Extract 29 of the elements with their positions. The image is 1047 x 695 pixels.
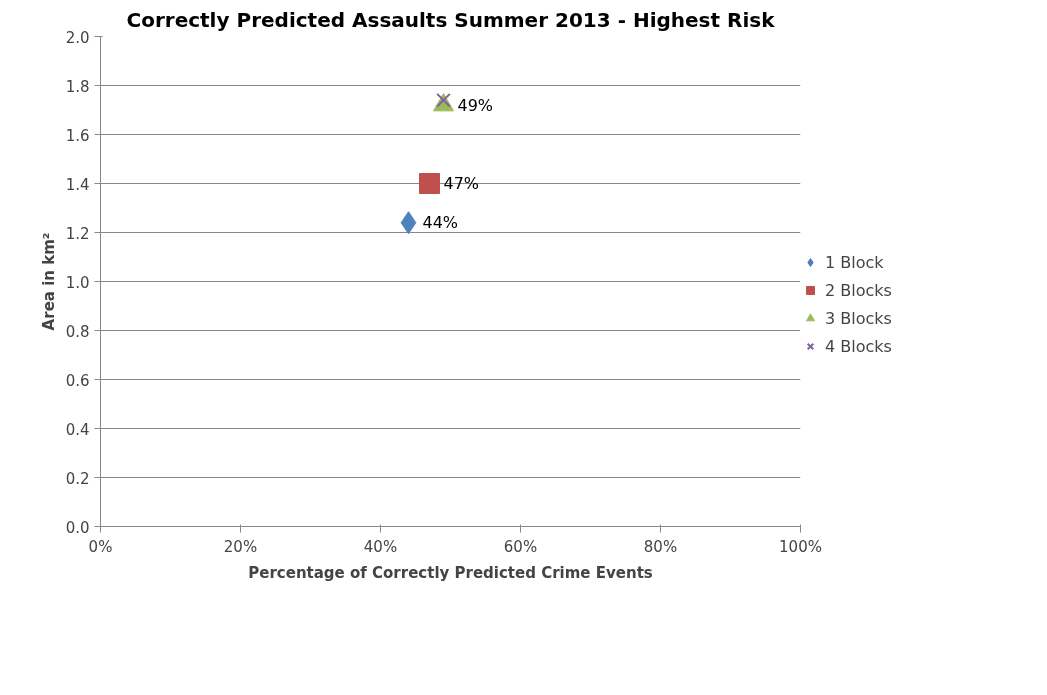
y-tick-label: 1.6 xyxy=(65,126,90,145)
annotation: 44% xyxy=(422,213,459,233)
legend-label: 4 Blocks xyxy=(825,336,892,356)
x-tick-label: 40% xyxy=(363,537,398,556)
x-tick-label: 100% xyxy=(779,537,822,556)
y-tick-label: 0.4 xyxy=(65,420,90,439)
point xyxy=(419,173,440,194)
y-tick-label: 0.6 xyxy=(65,371,90,390)
legend-label: 1 Block xyxy=(825,252,884,272)
x-axis-title: Percentage of Correctly Predicted Crime Events xyxy=(248,563,653,582)
x-tick-label: 20% xyxy=(223,537,258,556)
y-tick-label: 1.2 xyxy=(65,224,90,243)
y-tick-label: 1.4 xyxy=(65,175,90,194)
y-tick-label: 1.0 xyxy=(65,273,90,292)
legend-label: 2 Blocks xyxy=(825,280,892,300)
x-tick-label: 80% xyxy=(643,537,678,556)
y-tick-label: 0.8 xyxy=(65,322,90,341)
annotation: 47% xyxy=(443,174,480,193)
y-tick-label: 0.2 xyxy=(65,469,90,488)
x-tick-label: 0% xyxy=(88,537,113,556)
legend-label: 3 Blocks xyxy=(825,308,892,328)
y-tick-label: 2.0 xyxy=(65,28,90,47)
chart-title: Correctly Predicted Assaults Summer 2013 - Highest Risk xyxy=(126,7,776,32)
annotation: 49% xyxy=(457,95,494,115)
point xyxy=(400,211,417,235)
x-tick-label: 60% xyxy=(503,537,538,556)
y-tick-label: 0.0 xyxy=(65,518,90,537)
y-axis-title: Area in km² xyxy=(39,232,58,331)
y-tick-label: 1.8 xyxy=(65,77,90,96)
